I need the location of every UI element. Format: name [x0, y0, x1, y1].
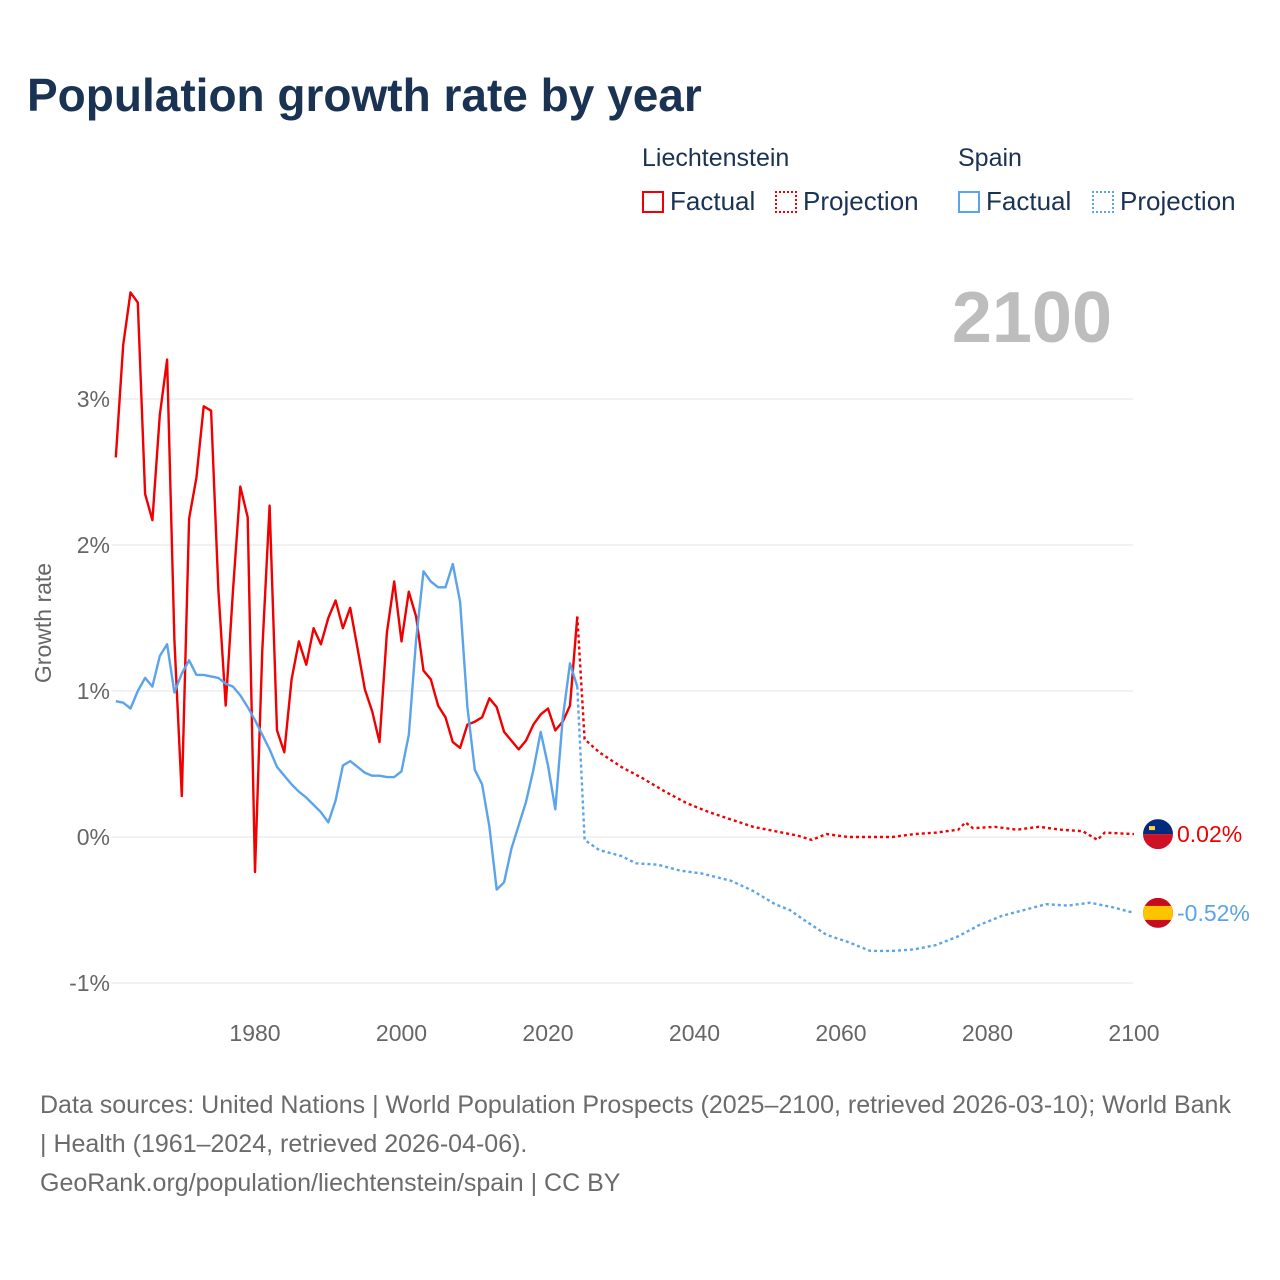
flag-liechtenstein-icon [1143, 819, 1173, 850]
flag-body [1143, 897, 1173, 928]
legend-swatch [1092, 190, 1114, 213]
legend-label: Factual [986, 186, 1072, 216]
legend-group-spain: Spain [958, 144, 1022, 172]
x-tick-label: 2100 [1108, 1020, 1159, 1046]
flag-red [1143, 834, 1173, 850]
legend-spain-factual[interactable]: Factual [958, 186, 1071, 217]
x-tick-label: 2000 [376, 1020, 427, 1046]
flag-body [1143, 819, 1173, 850]
series-line-spain-projection [576, 686, 1135, 953]
y-tick-label: -1% [69, 970, 110, 996]
y-tick-label: 2% [77, 532, 110, 558]
x-tick-label: 1980 [229, 1020, 280, 1046]
legend-swatch [775, 190, 797, 213]
y-tick-label: 3% [77, 386, 110, 412]
legend-spain-projection[interactable]: Projection [1092, 186, 1236, 217]
y-tick-label: 0% [77, 824, 110, 850]
source-link[interactable]: GeoRank.org/population/liechtenstein/spa… [40, 1169, 621, 1197]
legend-liechtenstein-factual[interactable]: Factual [642, 186, 755, 217]
flag-blue [1143, 819, 1173, 835]
legend-swatch [958, 190, 980, 213]
data-sources: Data sources: United Nations | World Pop… [40, 1091, 1231, 1158]
series-line-spain-factual [115, 562, 579, 891]
chart-title: Population growth rate by year [27, 69, 702, 121]
x-tick-label: 2020 [522, 1020, 573, 1046]
end-value-label: -0.52% [1177, 900, 1250, 926]
footer: Data sources: United Nations | World Pop… [40, 1086, 1240, 1203]
flag-spain-icon [1143, 897, 1173, 928]
series-line-liechtenstein-projection [576, 616, 1135, 842]
x-tick-label: 2040 [669, 1020, 720, 1046]
legend-liechtenstein-projection[interactable]: Projection [775, 186, 919, 217]
legend-group-liechtenstein: Liechtenstein [642, 144, 790, 172]
y-tick-label: 1% [77, 678, 110, 704]
series-line-liechtenstein-factual [114, 291, 579, 874]
x-tick-label: 2080 [962, 1020, 1013, 1046]
x-tick-label: 2060 [815, 1020, 866, 1046]
legend-swatch [642, 190, 664, 213]
legend-label: Factual [670, 186, 756, 216]
legend-label: Projection [1120, 186, 1236, 216]
flag-yellow [1143, 905, 1173, 920]
legend-label: Projection [803, 186, 919, 216]
end-value-label: 0.02% [1177, 821, 1242, 847]
year-label: 2100 [952, 278, 1112, 358]
flag-crown [1149, 826, 1155, 831]
y-axis-label: Growth rate [30, 563, 56, 683]
